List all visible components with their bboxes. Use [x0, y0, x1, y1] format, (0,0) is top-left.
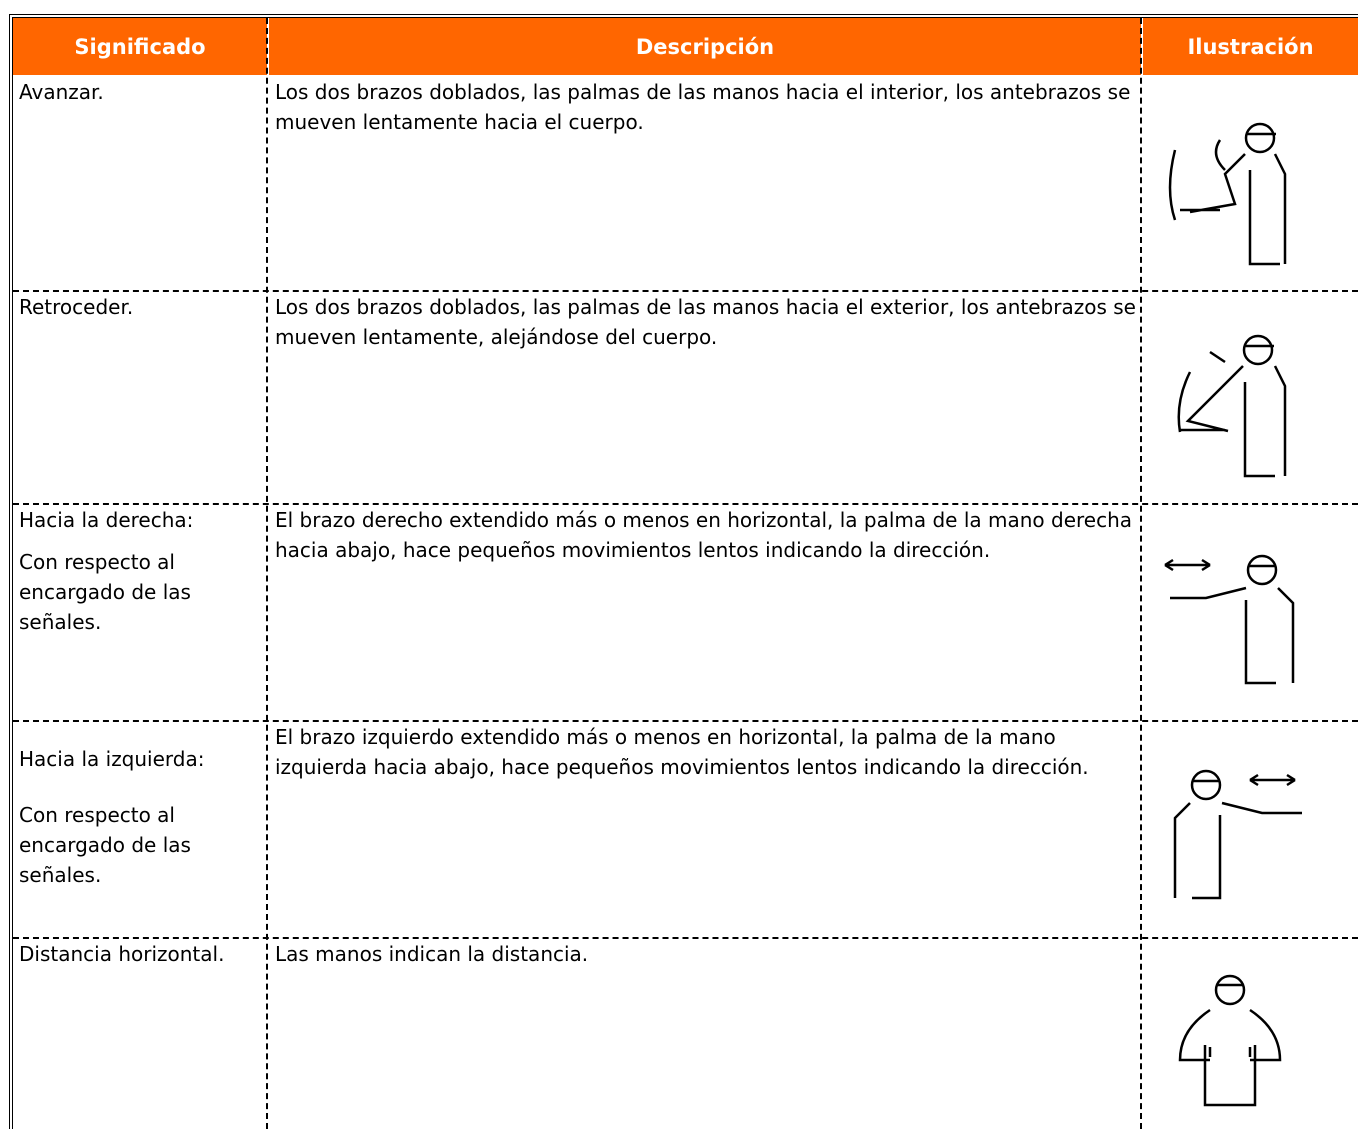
header-cell: Significado [13, 18, 267, 75]
illustration [1164, 554, 1295, 685]
description-cell: El brazo derecho extendido más o menos e… [275, 508, 1133, 562]
meaning-text: Con respecto al encargado de las señales… [19, 803, 191, 887]
meaning-text: Hacia la izquierda: [19, 747, 205, 771]
header-cell: Ilustración [1143, 18, 1358, 75]
header-cell: Descripción [269, 18, 1141, 75]
row-divider [13, 290, 1358, 292]
meaning-cell: Hacia la izquierda: Con respecto al encar… [19, 744, 261, 902]
meaning-cell: Hacia la derecha: Con respecto al encarga… [19, 505, 261, 649]
row-divider [13, 720, 1358, 722]
row-divider [13, 503, 1358, 505]
meaning-text: Avanzar. [19, 80, 104, 104]
illustration [1177, 334, 1287, 478]
meaning-text: Hacia la derecha: [19, 508, 194, 532]
meaning-text: Con respecto al encargado de las señales… [19, 550, 191, 634]
meaning-text: Distancia horizontal. [19, 942, 225, 966]
column-divider [1140, 18, 1142, 1129]
description-cell: Los dos brazos doblados, las palmas de l… [275, 295, 1136, 349]
column-divider [266, 18, 268, 1129]
meaning-cell: Avanzar. [19, 77, 261, 119]
description-cell: Las manos indican la distancia. [275, 942, 589, 966]
meaning-cell: Distancia horizontal. [19, 939, 261, 981]
meaning-cell: Retroceder. [19, 292, 261, 334]
illustration [1173, 769, 1302, 900]
description-cell: Los dos brazos doblados, las palmas de l… [275, 80, 1131, 134]
meaning-text: Retroceder. [19, 295, 134, 319]
row-divider [13, 937, 1358, 939]
illustration [1168, 122, 1287, 266]
table-frame [9, 14, 1358, 1129]
description-cell: El brazo izquierdo extendido más o menos… [275, 725, 1089, 779]
illustration [1178, 974, 1282, 1107]
